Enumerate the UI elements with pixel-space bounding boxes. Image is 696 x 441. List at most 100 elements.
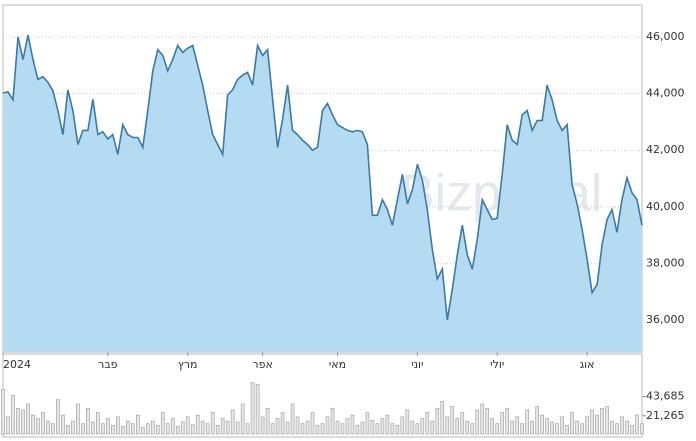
volume-bar — [275, 418, 280, 435]
volume-bar — [111, 425, 115, 435]
volume-bar — [200, 420, 205, 435]
volume-bar — [330, 407, 335, 435]
volume-bar — [26, 403, 30, 435]
volume-bar — [305, 420, 310, 435]
volume-bar — [76, 403, 80, 435]
y-tick-label: 21,265 — [646, 409, 685, 422]
volume-bar — [550, 421, 554, 435]
volume-bar — [465, 420, 470, 435]
volume-bar — [46, 420, 50, 435]
volume-bar — [520, 423, 524, 435]
volume-bar — [295, 416, 300, 435]
volume-bar — [101, 423, 105, 435]
volume-bar — [290, 403, 295, 435]
volume-bar — [640, 423, 644, 435]
volume-bar — [140, 426, 145, 435]
volume-bar — [615, 423, 619, 435]
volume-bar — [315, 425, 320, 435]
volume-bar — [185, 416, 190, 435]
volume-bar — [585, 416, 589, 435]
volume-bar — [555, 423, 559, 435]
volume-bar — [400, 416, 405, 435]
volume-bar — [116, 416, 120, 435]
volume-bar — [155, 425, 160, 435]
volume-bar — [515, 416, 519, 435]
volume-bar — [126, 420, 130, 435]
volume-bar — [405, 409, 410, 435]
volume-bar — [6, 416, 10, 435]
y-tick-label: 42,000 — [646, 143, 685, 156]
volume-bar — [106, 418, 110, 435]
volume-bar — [570, 412, 574, 435]
volume-bar — [590, 409, 594, 435]
volume-bar — [415, 423, 420, 435]
volume-bar — [121, 425, 125, 435]
volume-bar — [21, 409, 25, 435]
volume-bar — [535, 406, 539, 435]
volume-bar — [390, 423, 395, 435]
volume-bar — [16, 407, 20, 435]
volume-bar — [425, 412, 430, 435]
volume-bar — [340, 423, 345, 435]
volume-bar — [495, 423, 500, 435]
volume-bar — [41, 412, 45, 435]
volume-bar — [11, 395, 15, 435]
volume-bar — [420, 418, 425, 435]
volume-bar — [195, 414, 200, 435]
volume-bar — [355, 425, 360, 435]
volume-bar — [575, 420, 579, 435]
volume-bar — [395, 425, 400, 435]
area — [3, 35, 642, 352]
y-tick-label: 44,000 — [646, 87, 685, 100]
volume-bar — [625, 420, 629, 435]
x-tick-label: מרץ — [178, 358, 198, 371]
volume-bar — [205, 423, 210, 435]
volume-bar — [71, 420, 75, 435]
volume-bar — [365, 412, 370, 435]
volume-bar — [620, 416, 624, 435]
volume-bar — [545, 418, 549, 435]
volume-bar — [525, 409, 529, 435]
volume-bar — [280, 412, 285, 435]
volume-bar — [1, 389, 5, 435]
volume-bar — [130, 423, 135, 435]
volume-bar — [445, 416, 450, 435]
volume-bar — [265, 407, 270, 435]
volume-bar — [240, 403, 245, 435]
volume-bar — [580, 423, 584, 435]
volume-bar — [455, 418, 460, 435]
volume-bar — [560, 416, 564, 435]
volume-bar — [180, 421, 185, 435]
volume-bar — [500, 412, 505, 435]
volume-bar — [430, 420, 435, 435]
volume-bar — [245, 423, 250, 435]
volume-bar — [285, 421, 290, 435]
volume-bar — [345, 418, 350, 435]
volume-bar — [170, 418, 175, 435]
line — [2, 34, 643, 321]
volume-bar — [335, 420, 340, 435]
volume-bar — [610, 420, 614, 435]
volume-bar — [51, 423, 55, 435]
volume-bar — [145, 423, 150, 435]
volume-bar — [440, 401, 445, 435]
volume-bar — [470, 423, 475, 435]
volume-bar — [435, 407, 440, 435]
volume-bar — [565, 425, 569, 435]
volume-bar — [485, 407, 490, 435]
y-tick-label: 38,000 — [646, 256, 685, 269]
volume-bar — [150, 420, 155, 435]
x-tick-label: 2024 — [3, 358, 31, 371]
volume-bar — [96, 412, 100, 435]
y-tick-label: 40,000 — [646, 200, 685, 213]
volume-bar — [350, 414, 355, 435]
volume-bar — [230, 409, 235, 435]
volume-bar — [220, 418, 225, 435]
volume-bar — [270, 423, 275, 435]
volume-bar — [175, 425, 180, 435]
volume-bar — [540, 414, 544, 435]
volume-bar — [475, 409, 480, 435]
volume-bar — [635, 414, 639, 435]
volume-bar — [505, 407, 510, 435]
